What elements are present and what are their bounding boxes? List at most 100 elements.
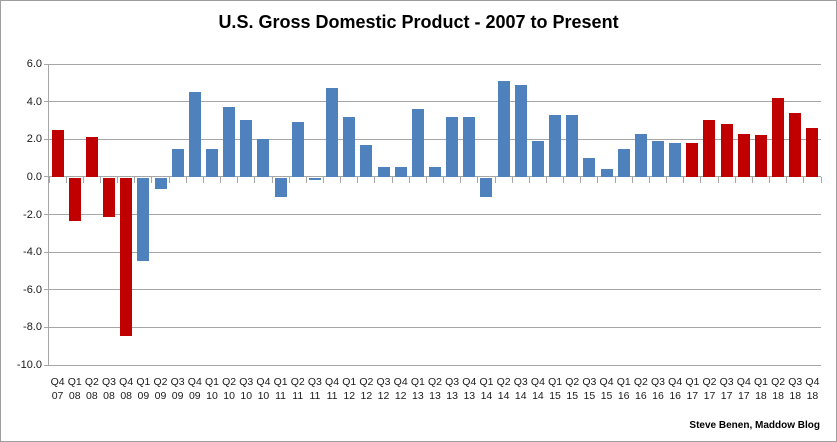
y-axis-tick (44, 138, 49, 140)
x-axis-tick (648, 176, 650, 183)
x-axis-tick (288, 176, 290, 183)
bar-q3-13 (446, 116, 459, 177)
x-axis-label: Q3 16 (646, 376, 669, 403)
x-axis-tick (185, 176, 187, 183)
x-label-year: 14 (514, 389, 527, 402)
x-label-quarter: Q4 (668, 376, 683, 388)
x-axis-label: Q2 16 (629, 376, 652, 403)
x-label-quarter: Q2 (153, 376, 168, 388)
x-axis-tick (666, 176, 668, 183)
x-axis-tick (477, 176, 479, 183)
x-axis-label: Q1 16 (612, 376, 635, 403)
x-label-quarter: Q1 (67, 376, 82, 388)
x-axis-label: Q2 12 (355, 376, 378, 403)
x-label-quarter: Q4 (119, 376, 134, 388)
gridline (49, 214, 821, 215)
x-axis-label: Q1 15 (544, 376, 567, 403)
bar-q1-09 (137, 177, 150, 261)
x-axis-tick (734, 176, 736, 183)
x-label-year: 11 (292, 389, 304, 402)
x-axis-label: Q1 11 (269, 376, 292, 403)
bar-q2-09 (154, 177, 167, 190)
x-label-quarter: Q3 (239, 376, 254, 388)
x-label-quarter: Q1 (342, 376, 357, 388)
x-label-year: 16 (635, 389, 647, 402)
y-axis-label: -10.0 (16, 359, 42, 371)
x-axis-label: Q1 14 (475, 376, 498, 403)
bar-q4-14 (531, 141, 544, 177)
x-label-year: 08 (86, 389, 98, 402)
x-label-year: 09 (171, 389, 184, 402)
x-axis-tick (494, 176, 496, 183)
x-label-year: 08 (103, 389, 115, 402)
bar-q4-07 (51, 129, 64, 177)
bar-q3-08 (103, 177, 116, 218)
x-axis-tick (528, 176, 530, 183)
bar-q4-12 (394, 167, 407, 177)
x-label-quarter: Q2 (565, 376, 580, 388)
bar-q4-18 (806, 127, 819, 177)
x-axis-label: Q1 17 (681, 376, 704, 403)
x-label-year: 14 (480, 389, 493, 402)
y-axis-label: -8.0 (23, 321, 42, 334)
bar-q1-17 (686, 143, 699, 177)
attribution-text: Steve Benen, Maddow Blog (689, 420, 820, 431)
x-axis-tick (237, 176, 239, 183)
x-label-quarter: Q1 (616, 376, 631, 388)
x-axis-tick (357, 176, 359, 183)
gridline (49, 101, 821, 103)
x-axis-label: Q4 15 (595, 376, 618, 403)
bar-q4-08 (120, 177, 133, 336)
x-axis-label: Q2 08 (80, 376, 103, 403)
x-label-year: 16 (617, 389, 630, 402)
x-axis-tick (82, 176, 84, 183)
gridline (49, 176, 821, 178)
bar-q2-11 (291, 122, 304, 177)
x-axis-tick (134, 176, 136, 183)
x-label-year: 18 (806, 389, 819, 402)
x-label-year: 17 (686, 389, 699, 402)
bar-q2-17 (703, 120, 716, 177)
y-axis-tick (44, 251, 49, 253)
x-axis-label: Q3 15 (578, 376, 601, 403)
bar-q2-18 (772, 97, 785, 177)
bar-q3-18 (789, 112, 802, 177)
x-label-year: 18 (789, 389, 802, 402)
x-label-year: 12 (343, 389, 356, 402)
x-label-year: 18 (755, 389, 767, 402)
y-axis-label: 0.0 (26, 170, 42, 183)
x-axis-tick (99, 176, 101, 183)
x-label-quarter: Q1 (548, 376, 563, 388)
bar-q2-13 (429, 167, 441, 177)
x-axis-tick (803, 176, 805, 183)
bar-q1-11 (274, 177, 287, 197)
x-axis-label: Q4 08 (115, 376, 138, 403)
bar-q1-18 (754, 135, 767, 177)
x-axis-label: Q4 12 (389, 376, 412, 403)
x-axis-tick (751, 176, 753, 183)
x-label-quarter: Q4 (393, 376, 408, 388)
x-axis-label: Q4 18 (801, 376, 824, 403)
y-axis-tick (44, 176, 49, 178)
bar-q4-10 (257, 139, 270, 177)
gridline (49, 364, 821, 366)
x-axis-label: Q1 09 (132, 376, 155, 403)
x-label-quarter: Q4 (187, 376, 202, 388)
y-axis-label: -4.0 (23, 246, 42, 259)
bar-q4-13 (463, 116, 476, 177)
y-axis-tick (44, 364, 49, 366)
x-label-year: 08 (120, 389, 133, 402)
x-axis-label: Q2 14 (492, 376, 515, 403)
x-label-quarter: Q3 (445, 376, 460, 388)
x-axis-label: Q3 10 (235, 376, 258, 403)
x-axis-tick (683, 176, 685, 183)
x-axis-label: Q4 17 (732, 376, 755, 403)
gridline (49, 251, 821, 253)
x-label-year: 07 (51, 389, 64, 402)
x-axis-tick (340, 176, 342, 183)
gridline (49, 63, 821, 65)
x-axis-tick (151, 176, 153, 183)
x-axis-tick (322, 176, 324, 183)
x-label-year: 12 (377, 389, 390, 402)
